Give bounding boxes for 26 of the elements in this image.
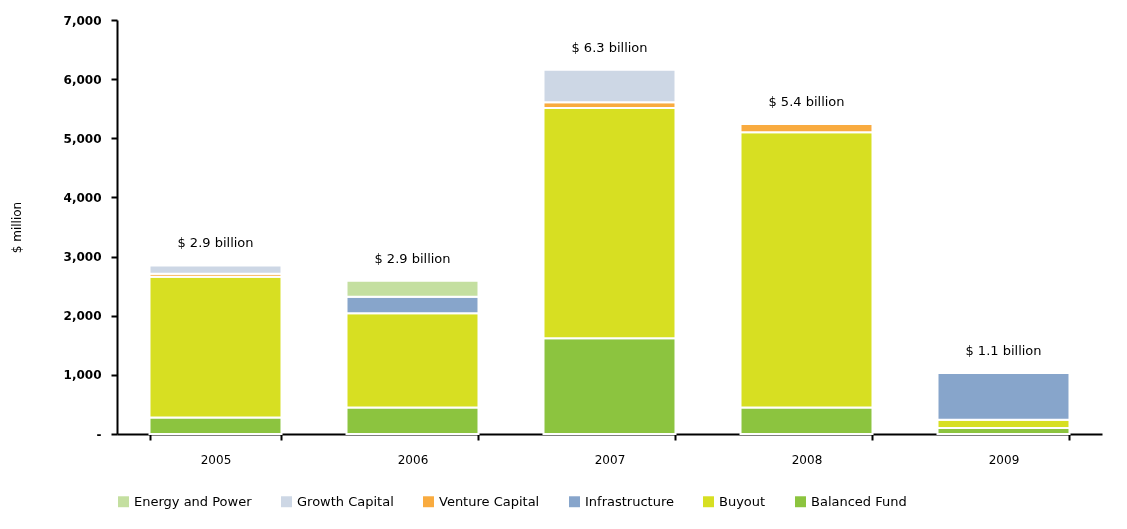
legend-label: Growth Capital [297, 493, 394, 509]
y-tick-label: - [96, 427, 102, 442]
x-tick-label: 2005 [200, 452, 232, 467]
total-label: $ 5.4 billion [768, 94, 845, 110]
x-tick-label: 2006 [397, 452, 429, 467]
x-tick-label: 2007 [594, 452, 626, 467]
total-label: $ 1.1 billion [965, 343, 1042, 359]
y-tick-label: 7,000 [63, 13, 102, 28]
total-label: $ 2.9 billion [177, 235, 254, 251]
y-tick-label: 1,000 [63, 368, 102, 383]
bar [148, 264, 283, 275]
legend-label: Energy and Power [134, 493, 253, 509]
y-tick-label: 4,000 [63, 190, 102, 205]
y-tick-label: 2,000 [63, 309, 102, 324]
total-label: $ 6.3 billion [571, 39, 648, 55]
legend-label: Balanced Fund [811, 493, 907, 509]
y-tick-label: 6,000 [63, 72, 102, 87]
x-tick-label: 2009 [988, 452, 1020, 467]
legend-label: Venture Capital [439, 493, 540, 509]
x-tick-label: 2008 [791, 452, 823, 467]
y-tick-label: 3,000 [63, 250, 102, 265]
legend-label: Buyout [719, 493, 766, 509]
y-axis-title: $ million [9, 201, 24, 254]
total-label: $ 2.9 billion [374, 250, 451, 266]
legend-label: Infrastructure [585, 493, 674, 509]
y-tick-label: 5,000 [63, 131, 102, 146]
